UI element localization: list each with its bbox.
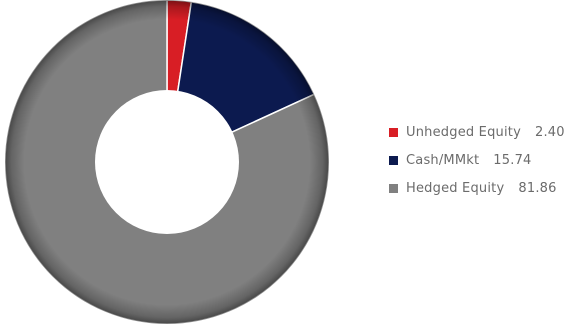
legend-value-unhedged-equity: 2.40 [535,125,565,140]
chart-legend: Unhedged Equity 2.40 Cash/MMkt 15.74 Hed… [389,125,565,210]
legend-value-cash-mmkt: 15.74 [493,153,532,168]
legend-label-cash-mmkt: Cash/MMkt [406,153,480,168]
legend-swatch-unhedged-equity [389,128,398,137]
legend-swatch-cash-mmkt [389,156,398,165]
legend-label-hedged-equity: Hedged Equity [406,181,505,196]
legend-value-hedged-equity: 81.86 [518,181,557,196]
legend-item-unhedged-equity: Unhedged Equity 2.40 [389,125,565,140]
legend-label-unhedged-equity: Unhedged Equity [406,125,521,140]
legend-swatch-hedged-equity [389,184,398,193]
legend-item-cash-mmkt: Cash/MMkt 15.74 [389,153,565,168]
donut-hole [95,90,239,234]
legend-item-hedged-equity: Hedged Equity 81.86 [389,181,565,196]
